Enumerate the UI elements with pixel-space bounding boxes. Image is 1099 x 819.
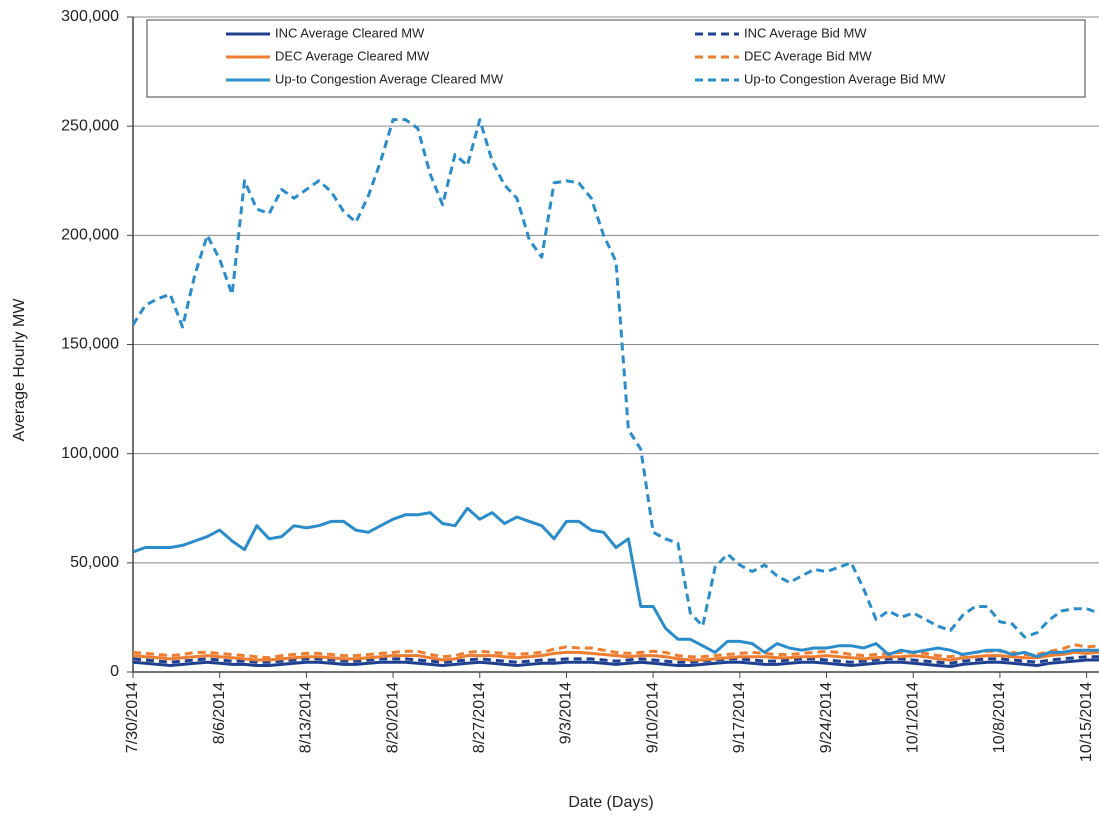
y-tick-label: 50,000 — [70, 554, 119, 571]
y-tick-label: 100,000 — [61, 445, 119, 462]
series-line — [132, 506, 1099, 659]
x-tick-label: 10/15/2014 — [1078, 682, 1095, 762]
y-tick-label: 300,000 — [61, 8, 119, 25]
x-tick-label: 9/17/2014 — [731, 682, 748, 753]
series-line — [132, 655, 1099, 665]
y-tick-label: 150,000 — [61, 336, 119, 353]
x-tick-label: 8/20/2014 — [384, 682, 401, 753]
series-line — [131, 118, 1099, 639]
legend-label: INC Average Cleared MW — [275, 25, 425, 40]
x-tick-label: 8/13/2014 — [298, 682, 315, 753]
y-axis-label: Average Hourly MW — [11, 298, 28, 442]
y-tick-label: 250,000 — [61, 117, 119, 134]
y-tick-label: 200,000 — [61, 227, 119, 244]
x-axis-label: Date (Days) — [568, 794, 653, 811]
legend-label: Up-to Congestion Average Bid MW — [744, 71, 946, 86]
x-tick-label: 8/6/2014 — [211, 682, 228, 744]
legend-label: INC Average Bid MW — [744, 25, 867, 40]
legend-label: Up-to Congestion Average Cleared MW — [275, 71, 504, 86]
series-line — [132, 643, 1099, 660]
series-line — [132, 658, 1099, 668]
y-tick-label: 0 — [110, 663, 119, 680]
x-tick-label: 9/10/2014 — [644, 682, 661, 753]
legend-box — [146, 19, 1086, 98]
x-tick-label: 10/1/2014 — [904, 682, 921, 753]
series-line — [132, 650, 1099, 662]
x-tick-label: 7/30/2014 — [124, 682, 141, 753]
x-tick-label: 10/8/2014 — [991, 682, 1008, 753]
x-tick-label: 9/3/2014 — [558, 682, 575, 744]
legend-label: DEC Average Bid MW — [744, 48, 872, 63]
legend-label: DEC Average Cleared MW — [275, 48, 430, 63]
x-tick-label: 8/27/2014 — [471, 682, 488, 753]
x-tick-label: 9/24/2014 — [818, 682, 835, 753]
